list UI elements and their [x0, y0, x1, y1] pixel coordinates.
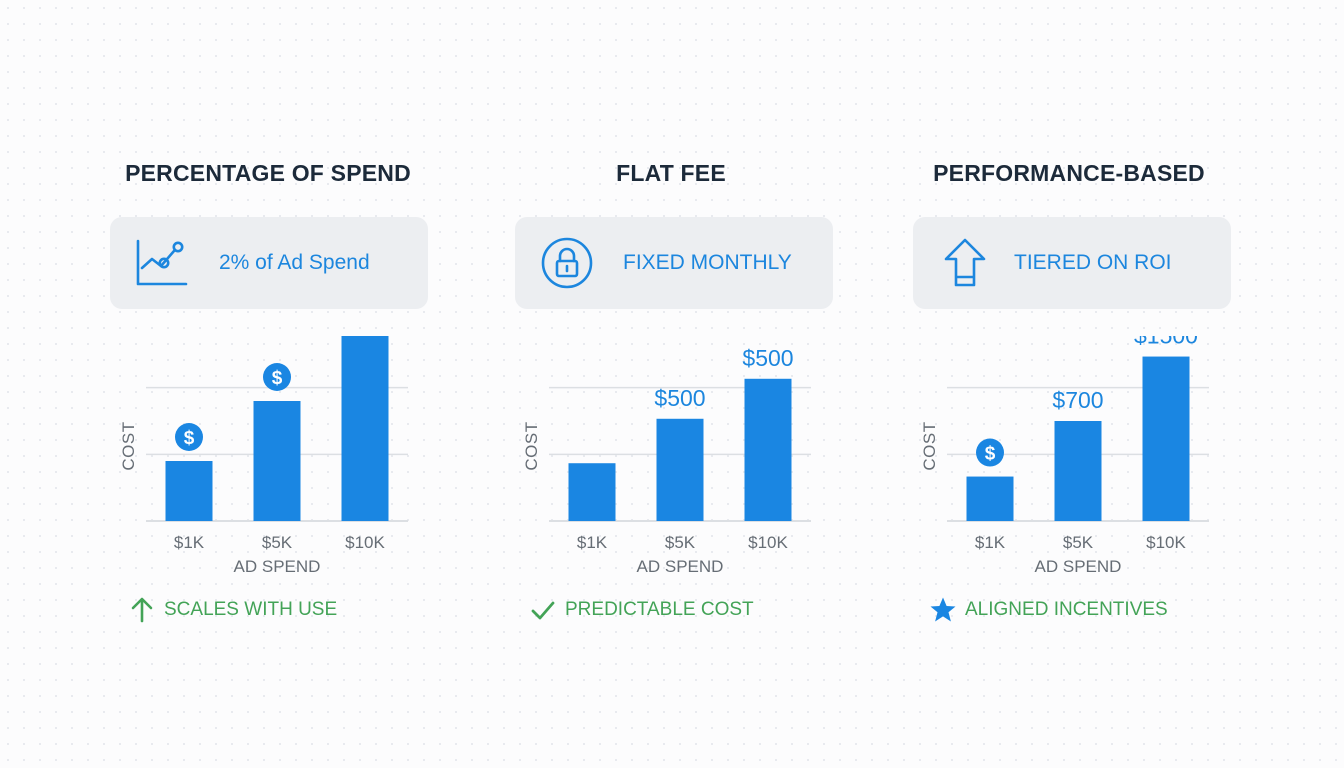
- pill-label: FIXED MONTHLY: [623, 251, 792, 274]
- bar: [568, 463, 616, 521]
- data-label: $500: [654, 385, 705, 411]
- footer-label: PREDICTABLE COST: [565, 599, 754, 620]
- dollar-coin-icon: [976, 438, 1004, 467]
- x-tick-label: $1K: [174, 533, 205, 552]
- dollar-coin-icon: [175, 423, 203, 451]
- x-axis-label: AD SPEND: [1035, 557, 1122, 576]
- panel-title: PERFORMANCE-BASED: [933, 160, 1205, 186]
- panel-title: PERCENTAGE OF SPEND: [125, 160, 411, 186]
- pricing-pill: TIERED ON ROI: [913, 217, 1231, 309]
- dollar-coin-icon: [263, 363, 291, 391]
- bar: [744, 378, 792, 521]
- pricing-pill: FIXED MONTHLY: [515, 217, 833, 309]
- line-chart-icon: [136, 239, 188, 286]
- x-tick-label: $5K: [1063, 533, 1094, 552]
- pill-label: 2% of Ad Spend: [219, 251, 370, 274]
- bar: [1142, 356, 1190, 521]
- bar-chart: COST $1K $ $5K $700 $10K $1500 AD SPEND: [920, 336, 1209, 576]
- x-tick-label: $5K: [262, 533, 293, 552]
- bar: [341, 336, 389, 521]
- panel-title: FLAT FEE: [616, 160, 726, 186]
- arrow-up-icon: [131, 597, 153, 623]
- pricing-pill: 2% of Ad Spend: [110, 217, 428, 309]
- footer-note: ALIGNED INCENTIVES: [929, 594, 1168, 626]
- bar: [656, 418, 704, 521]
- data-label: $: [272, 368, 283, 389]
- panel-percentage-of-spend: PERCENTAGE OF SPEND 2% of Ad Spend COST $…: [68, 0, 468, 768]
- x-tick-label: $1K: [577, 533, 608, 552]
- x-axis-label: AD SPEND: [234, 557, 321, 576]
- x-tick-label: $10K: [748, 533, 788, 552]
- bar: [1054, 421, 1102, 521]
- panel-flat-fee: FLAT FEE FIXED MONTHLY COST $1K $5K $500 $10…: [471, 0, 871, 768]
- star-icon: [930, 597, 956, 622]
- x-tick-label: $5K: [665, 533, 696, 552]
- footer-note: PREDICTABLE COST: [529, 594, 754, 626]
- bar: [165, 461, 213, 521]
- data-label: $: [985, 444, 996, 465]
- data-label: $700: [1052, 387, 1103, 413]
- y-axis-label: COST: [920, 421, 939, 470]
- arrow-up-outline-icon: [944, 238, 986, 287]
- data-label: $500: [742, 345, 793, 371]
- panel-performance-based: PERFORMANCE-BASED TIERED ON ROI COST $1K $…: [869, 0, 1269, 768]
- footer-label: SCALES WITH USE: [164, 599, 338, 620]
- pill-label: TIERED ON ROI: [1014, 251, 1172, 274]
- bar-chart: COST$1K$$5K$$10K$AD SPEND: [119, 336, 408, 576]
- bar: [966, 476, 1014, 521]
- y-axis-label: COST: [119, 421, 138, 470]
- footer-note: SCALES WITH USE: [128, 594, 337, 626]
- x-tick-label: $10K: [345, 533, 385, 552]
- x-tick-label: $1K: [975, 533, 1006, 552]
- lock-icon: [541, 237, 593, 289]
- bar-chart: COST $1K $5K $500 $10K $500 AD SPEND: [522, 345, 811, 576]
- y-axis-label: COST: [522, 421, 541, 470]
- bar: [253, 401, 301, 521]
- x-tick-label: $10K: [1146, 533, 1186, 552]
- data-label: $1500: [1134, 336, 1198, 349]
- x-axis-label: AD SPEND: [637, 557, 724, 576]
- checkmark-icon: [531, 601, 555, 620]
- data-label: $: [184, 428, 195, 449]
- footer-label: ALIGNED INCENTIVES: [965, 599, 1168, 620]
